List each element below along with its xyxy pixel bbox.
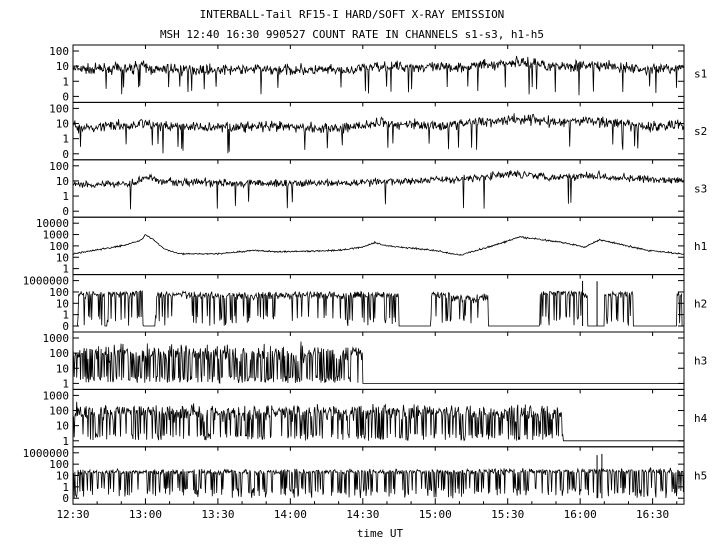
y-tick-label: 1 bbox=[62, 263, 69, 276]
series-line-h2 bbox=[73, 289, 684, 327]
panel-frame bbox=[72, 44, 685, 103]
x-tick-label: 16:30 bbox=[636, 508, 669, 521]
panel-h4: 1000 100 10 1 h4 bbox=[43, 388, 708, 448]
y-tick-label: 10 bbox=[56, 251, 69, 264]
panels-group: 1001010s11001010s21001010s31000010001001… bbox=[23, 44, 708, 505]
channel-label-h4: h4 bbox=[694, 412, 708, 425]
y-tick-label: 10 bbox=[56, 118, 69, 131]
y-tick-label: 1 bbox=[62, 75, 69, 88]
y-tick-label: 0 bbox=[62, 492, 69, 505]
x-tick-label: 14:30 bbox=[346, 508, 379, 521]
y-tick-label: 1 bbox=[62, 133, 69, 146]
y-tick-label: 100 bbox=[49, 347, 69, 360]
x-axis: 12:30 13:00 13:30 14:00 14:30 15:00 15:30 16:00… bbox=[56, 45, 678, 521]
y-tick-label: 1 bbox=[62, 435, 69, 448]
y-tick-label: 100 bbox=[49, 102, 69, 115]
y-tick-label: 0 bbox=[62, 205, 69, 218]
x-tick-label: 14:00 bbox=[274, 508, 307, 521]
channel-label-h2: h2 bbox=[694, 297, 707, 310]
y-tick-label: 10 bbox=[56, 297, 69, 310]
chart-subtitle: MSH 12:40 16:30 990527 COUNT RATE IN CHA… bbox=[160, 28, 544, 41]
channel-label-h1: h1 bbox=[694, 240, 707, 253]
y-tick-label: 10 bbox=[56, 362, 69, 375]
series-line-h1 bbox=[72, 234, 685, 256]
channel-label-h5: h5 bbox=[694, 470, 707, 483]
x-axis-label: time UT bbox=[357, 527, 404, 540]
y-tick-label: 100 bbox=[49, 160, 69, 173]
channel-label-s1: s1 bbox=[694, 68, 707, 81]
x-tick-label: 12:30 bbox=[56, 508, 89, 521]
channel-label-s3: s3 bbox=[694, 183, 707, 196]
series-line-h4 bbox=[72, 401, 684, 442]
y-tick-label: 100 bbox=[49, 286, 69, 299]
y-tick-label: 1 bbox=[62, 190, 69, 203]
x-tick-label: 13:00 bbox=[129, 508, 162, 521]
y-tick-label: 100 bbox=[49, 45, 69, 58]
y-tick-label: 1 bbox=[62, 377, 69, 390]
series-line-s3 bbox=[72, 169, 685, 210]
y-tick-label: 1000000 bbox=[23, 447, 69, 460]
y-tick-label: 10 bbox=[56, 470, 69, 483]
y-tick-label: 10000 bbox=[36, 217, 69, 230]
y-tick-label: 0 bbox=[62, 320, 69, 333]
y-tick-label: 100 bbox=[49, 240, 69, 253]
x-tick-label: 15:30 bbox=[491, 508, 524, 521]
x-tick-label: 16:00 bbox=[564, 508, 597, 521]
y-tick-label: 1000 bbox=[43, 389, 70, 402]
panel-h3: 1000 100 10 1 h3 bbox=[43, 331, 707, 390]
y-tick-label: 10 bbox=[56, 175, 69, 188]
y-tick-label: 10 bbox=[56, 420, 69, 433]
y-tick-label: 0 bbox=[62, 90, 69, 103]
chart-title: INTERBALL-Tail RF15-I HARD/SOFT X-RAY EM… bbox=[200, 8, 505, 21]
y-tick-label: 1 bbox=[62, 481, 69, 494]
channel-label-h3: h3 bbox=[694, 355, 707, 368]
series-line-h5 bbox=[72, 466, 685, 499]
x-tick-label: 15:00 bbox=[419, 508, 452, 521]
y-tick-label: 100 bbox=[49, 458, 69, 471]
panel-frame bbox=[72, 101, 685, 161]
channel-label-s2: s2 bbox=[694, 125, 707, 138]
y-tick-label: 0 bbox=[62, 148, 69, 161]
series-line-h3 bbox=[72, 341, 684, 385]
y-tick-label: 1000000 bbox=[23, 275, 69, 288]
y-tick-label: 1 bbox=[62, 309, 69, 322]
y-tick-label: 10 bbox=[56, 60, 69, 73]
panel-frame bbox=[72, 216, 685, 276]
y-tick-label: 1000 bbox=[43, 332, 70, 345]
x-tick-label: 13:30 bbox=[201, 508, 234, 521]
series-line-s1 bbox=[72, 55, 685, 96]
series-line-s2 bbox=[72, 113, 685, 154]
panel-frame bbox=[72, 159, 685, 218]
y-tick-label: 100 bbox=[49, 405, 69, 418]
y-tick-label: 1000 bbox=[43, 229, 70, 242]
